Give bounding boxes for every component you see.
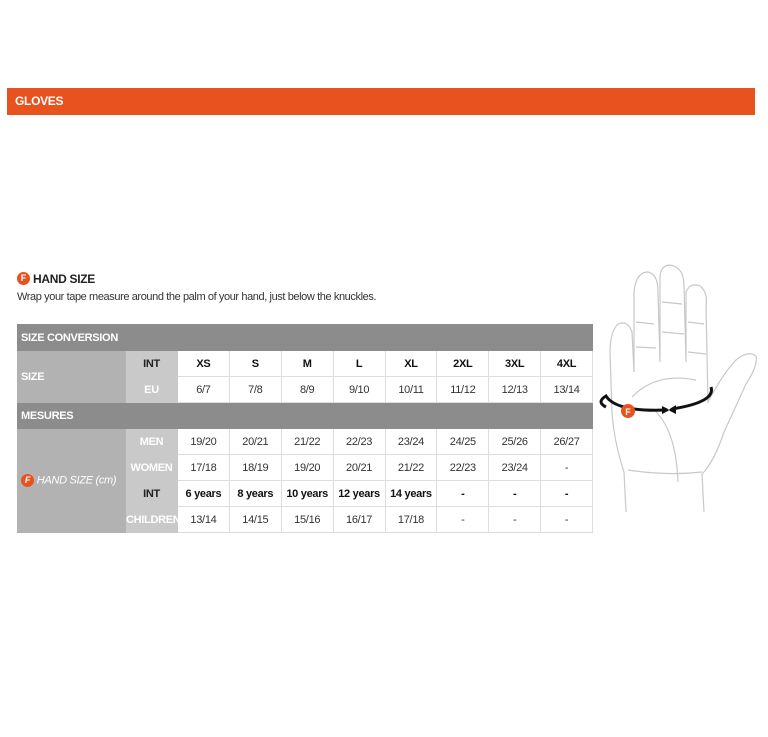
table-cell: 12/13 — [488, 376, 542, 403]
table-cell: S — [228, 350, 282, 377]
table-cell: 25/26 — [488, 428, 542, 455]
table-cell: 2XL — [436, 350, 490, 377]
table-cell: 21/22 — [280, 428, 334, 455]
table-cell: XL — [384, 350, 438, 377]
table-row: F HAND SIZE (cm) MEN 19/20 20/21 21/22 22/2… — [17, 428, 593, 533]
table-cell: - — [436, 506, 490, 533]
mesures-header: MESURES — [17, 402, 593, 429]
women-label: WOMEN — [125, 454, 178, 481]
table-cell: 10/11 — [384, 376, 438, 403]
int-label: INT — [125, 350, 178, 377]
hand-illustration: F — [599, 264, 757, 513]
table-row: WOMEN 17/18 18/19 19/20 20/21 21/22 22/23 23/24… — [18, 454, 593, 481]
table-cell: 8/9 — [280, 376, 334, 403]
table-row: CHILDREN 13/14 14/15 15/16 16/17 17/18- - - — [18, 506, 593, 533]
children-label: CHILDREN — [125, 506, 181, 533]
size-conversion-header: SIZE CONVERSION — [17, 324, 593, 351]
table-cell: 8 years — [228, 480, 282, 507]
mesures-header-row: MESURES — [17, 402, 593, 429]
table-cell: 17/18 — [384, 506, 438, 533]
table-cell: 6/7 — [177, 376, 230, 403]
table-cell: - — [540, 506, 593, 533]
table-cell: 10 years — [280, 480, 334, 507]
table-cell: 11/12 — [436, 376, 490, 403]
section-description: Wrap your tape measure around the palm o… — [17, 291, 377, 303]
table-cell: 22/23 — [332, 428, 386, 455]
table-cell: 18/19 — [228, 454, 282, 481]
table-cell: 20/21 — [228, 428, 282, 455]
kids-int-label: INT — [125, 480, 178, 507]
table-cell: 16/17 — [332, 506, 386, 533]
table-cell: 13/14 — [540, 376, 593, 403]
table-cell: 9/10 — [332, 376, 386, 403]
table-cell: - — [436, 480, 490, 507]
eu-label: EU — [125, 376, 178, 403]
f-badge-icon: F — [17, 272, 30, 286]
table-row: EU 6/7 7/8 8/9 9/10 10/11 11/12 12/13 13/14 — [18, 376, 593, 403]
table-row: SIZE INT XS S M L XL 2XL 3XL 4XL — [17, 350, 593, 403]
section-title: HAND SIZE — [33, 271, 95, 286]
table-cell: 19/20 — [280, 454, 334, 481]
hand-size-text: HAND SIZE (cm) — [36, 474, 117, 487]
size-table: SIZE CONVERSION SIZE INT XS S M L XL 2XL 3XL 4X… — [17, 324, 593, 533]
table-cell: - — [540, 480, 593, 507]
f-badge-icon: F — [625, 407, 631, 417]
table-cell: 6 years — [177, 480, 230, 507]
table-cell: 15/16 — [280, 506, 334, 533]
table-cell: 17/18 — [177, 454, 230, 481]
table-cell: 24/25 — [436, 428, 490, 455]
table-row: INT 6 years 8 years 10 years 12 years 14 year… — [18, 480, 593, 507]
table-cell: L — [332, 350, 386, 377]
table-cell: 14 years — [384, 480, 438, 507]
table-cell: - — [488, 506, 542, 533]
table-cell: 12 years — [332, 480, 386, 507]
table-cell: 7/8 — [228, 376, 282, 403]
size-conversion-header-row: SIZE CONVERSION — [17, 324, 593, 351]
table-cell: 4XL — [540, 350, 593, 377]
men-label: MEN — [125, 428, 178, 455]
table-cell: - — [488, 480, 542, 507]
hand-size-heading: F HAND SIZE — [17, 271, 95, 286]
table-cell: 13/14 — [177, 506, 230, 533]
size-label: SIZE — [17, 350, 126, 403]
table-cell: XS — [177, 350, 230, 377]
table-cell: 22/23 — [436, 454, 490, 481]
f-badge-icon: F — [21, 474, 34, 487]
table-cell: - — [540, 454, 593, 481]
table-cell: 26/27 — [540, 428, 593, 455]
banner-title: GLOVES — [15, 94, 64, 108]
table-cell: M — [280, 350, 334, 377]
table-cell: 19/20 — [177, 428, 230, 455]
gloves-banner: GLOVES — [7, 88, 755, 115]
table-cell: 20/21 — [332, 454, 386, 481]
table-cell: 23/24 — [384, 428, 438, 455]
hand-size-label: F HAND SIZE (cm) — [17, 428, 126, 533]
table-cell: 3XL — [488, 350, 542, 377]
table-cell: 23/24 — [488, 454, 542, 481]
table-cell: 14/15 — [228, 506, 282, 533]
table-cell: 21/22 — [384, 454, 438, 481]
